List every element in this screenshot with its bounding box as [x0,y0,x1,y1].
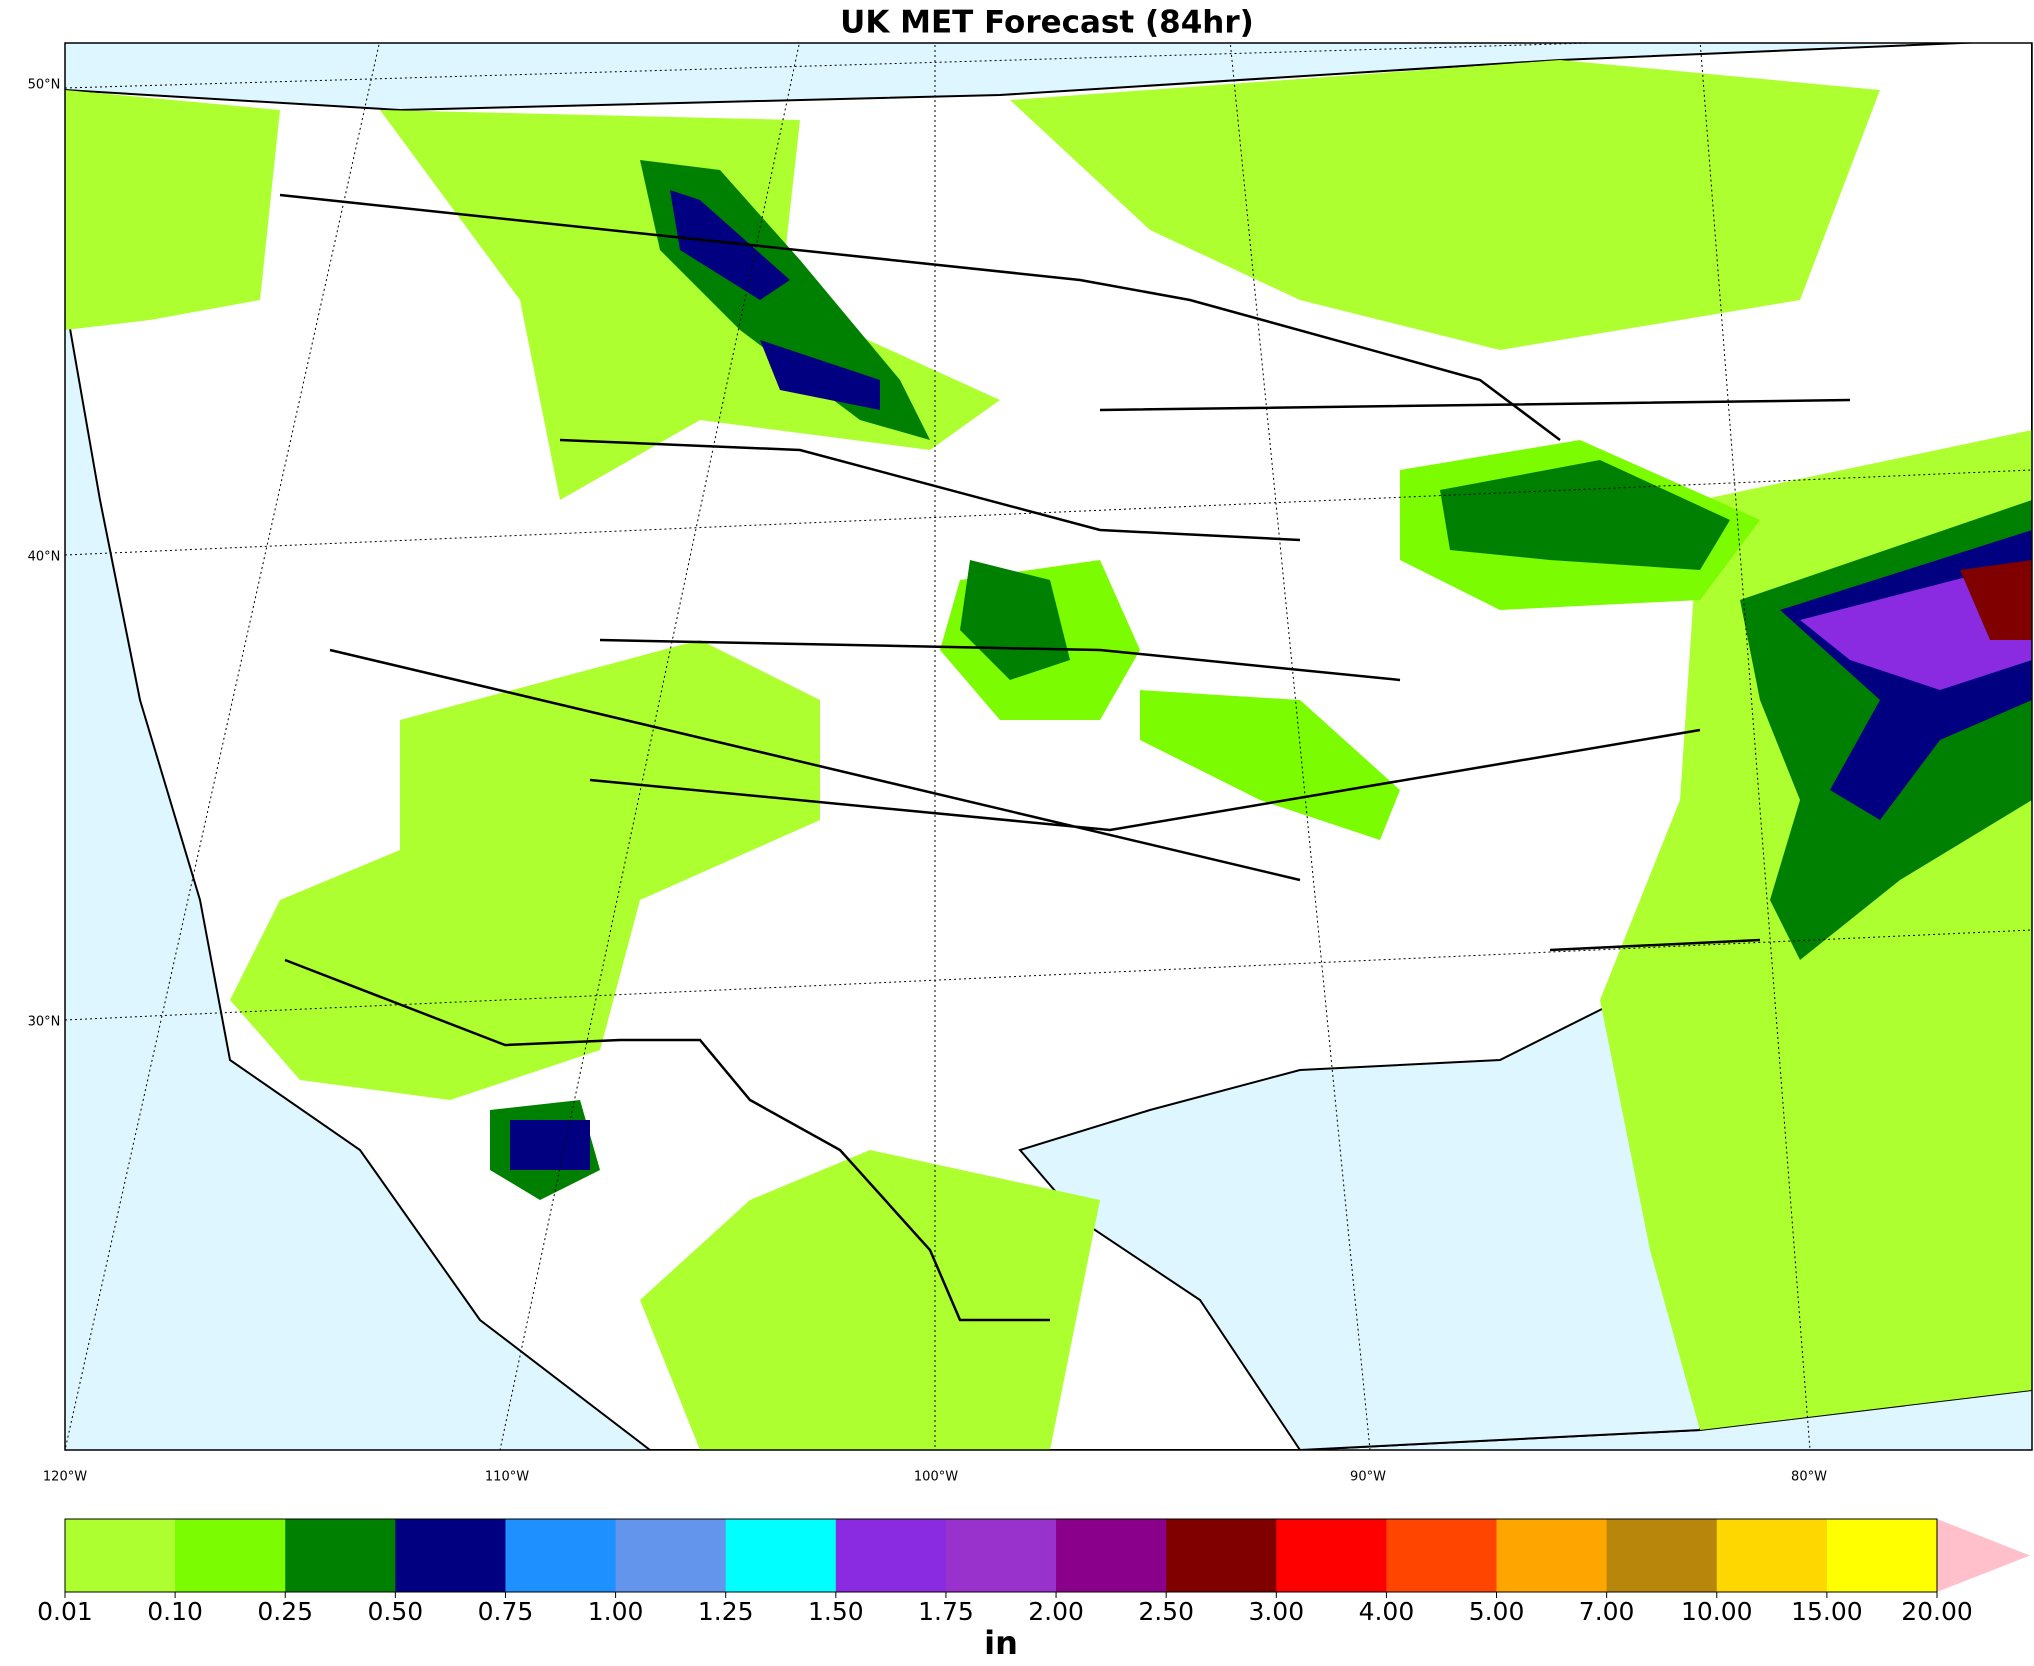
map-frame [64,42,2033,1451]
lat-label: 40°N [28,550,61,565]
colorbar-bin [1496,1519,1608,1592]
colorbar-tick-label: 3.00 [1248,1597,1304,1626]
lon-label: 80°W [1791,1470,1827,1485]
borders [279,193,1851,1322]
colorbar-tick-label: 2.50 [1138,1597,1194,1626]
precip-heavy [490,160,2032,1200]
colorbar-tick-label: 1.25 [698,1597,754,1626]
colorbar-tick-label: 0.25 [257,1597,313,1626]
colorbar-tick-label: 1.75 [918,1597,974,1626]
colorbar-tick-label: 1.00 [588,1597,644,1626]
lat-label: 30°N [28,1015,61,1030]
colorbar-tick-label: 4.00 [1359,1597,1415,1626]
colorbar-frame [64,1518,1938,1593]
colorbar-tick-label: 0.50 [368,1597,424,1626]
colorbar-bin [285,1519,396,1592]
colorbar-bin [1166,1519,1277,1592]
lon-label: 90°W [1350,1470,1386,1485]
colorbar-tick-label: 10.00 [1681,1597,1753,1626]
colorbar-tick-label: 20.00 [1901,1597,1973,1626]
colorbar-bin [1716,1519,1828,1592]
colorbar-tick-label: 0.10 [147,1597,203,1626]
lat-label: 50°N [28,78,61,93]
colorbar-bin [65,1519,176,1592]
lon-label: 100°W [914,1470,958,1485]
map [64,42,2033,1451]
precip-light [65,60,1880,500]
colorbar-bin [1386,1519,1498,1592]
colorbar-bin [505,1519,617,1592]
precip-extreme [1960,560,2032,640]
colorbar-tick-label: 2.00 [1028,1597,1084,1626]
title: UK MET Forecast (84hr) [840,5,1254,41]
lon-label: 120°W [43,1470,87,1485]
colorbar-tick-label: 0.75 [478,1597,534,1626]
colorbar-bin [615,1519,727,1592]
colorbar-bin [395,1519,506,1592]
colorbar-bin [1826,1519,1938,1592]
colorbar-bin [835,1519,947,1592]
colorbar-tick-label: 0.01 [37,1597,93,1626]
colorbar-bin [1056,1519,1167,1592]
colorbar-label: in [984,1624,1018,1662]
colorbar-tick-label: 5.00 [1469,1597,1525,1626]
colorbar-bin [1276,1519,1387,1592]
graticule [65,43,2032,1450]
colorbar-extend [1937,1519,2030,1592]
colorbar-bin [945,1519,1057,1592]
colorbar-bin [725,1519,837,1592]
precip-light [230,430,2032,1450]
colorbar-bin [175,1519,286,1592]
colorbar-tick-label: 7.00 [1579,1597,1635,1626]
colorbar-tick-label: 1.50 [808,1597,864,1626]
colorbar-tick-label: 15.00 [1791,1597,1863,1626]
lon-label: 110°W [485,1470,529,1485]
colorbar-bin [1606,1519,1718,1592]
